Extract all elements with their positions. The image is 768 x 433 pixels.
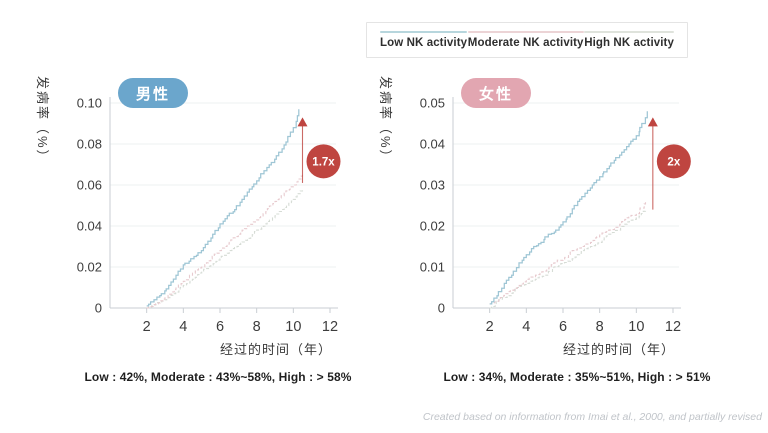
source-attribution: Created based on information from Imai e…	[422, 411, 762, 423]
female-threshold-caption: Low : 34%, Moderate : 35%~51%, High : > …	[443, 370, 711, 384]
svg-text:0.02: 0.02	[420, 219, 445, 234]
svg-text:0.10: 0.10	[77, 96, 102, 111]
female-chart-canvas: 0.05 0.04 0.03 0.02 0.01 0 2 4 6 8 10 12 2x	[420, 96, 691, 335]
svg-text:0.04: 0.04	[77, 219, 102, 234]
female-badge: 女性	[461, 78, 531, 108]
svg-text:0.06: 0.06	[77, 178, 102, 193]
legend-box: Low NK activity Moderate NK activity Hig…	[366, 22, 688, 58]
low-line-swatch-icon	[380, 31, 468, 33]
svg-text:0.04: 0.04	[420, 137, 445, 152]
male-chart-canvas: 0.10 0.08 0.06 0.04 0.02 0 2 4 6 8 10 12 1.7x	[77, 96, 341, 335]
svg-text:4: 4	[522, 319, 530, 335]
high-line-swatch-icon	[584, 31, 674, 33]
male-badge: 男性	[118, 78, 188, 108]
svg-text:6: 6	[216, 319, 224, 335]
svg-text:10: 10	[628, 319, 644, 335]
svg-text:0.08: 0.08	[77, 137, 102, 152]
svg-text:12: 12	[665, 319, 681, 335]
svg-text:2: 2	[143, 319, 151, 335]
svg-text:2: 2	[486, 319, 494, 335]
svg-text:0: 0	[438, 301, 445, 316]
legend-item-low: Low NK activity	[380, 31, 468, 49]
svg-text:0: 0	[95, 301, 102, 316]
svg-text:6: 6	[559, 319, 567, 335]
svg-text:0.03: 0.03	[420, 178, 445, 193]
svg-text:8: 8	[253, 319, 261, 335]
svg-text:0.01: 0.01	[420, 260, 445, 275]
male-threshold-caption: Low : 42%, Moderate : 43%~58%, High : > …	[84, 370, 352, 384]
legend-item-moderate: Moderate NK activity	[467, 31, 584, 49]
svg-text:4: 4	[179, 319, 187, 335]
moderate-line-swatch-icon	[467, 31, 584, 33]
svg-text:1.7x: 1.7x	[312, 156, 335, 168]
svg-text:0.02: 0.02	[77, 260, 102, 275]
svg-text:12: 12	[322, 319, 338, 335]
legend-item-high: High NK activity	[584, 31, 674, 49]
svg-text:10: 10	[285, 319, 301, 335]
svg-text:2x: 2x	[667, 156, 680, 168]
legend-label-low: Low NK activity	[380, 37, 468, 49]
legend-label-high: High NK activity	[584, 37, 674, 49]
svg-text:0.05: 0.05	[420, 96, 445, 111]
male-x-axis-title: 经过的时间（年）	[219, 342, 332, 357]
female-x-axis-title: 经过的时间（年）	[562, 342, 675, 357]
legend-label-moderate: Moderate NK activity	[467, 37, 584, 49]
svg-text:8: 8	[596, 319, 604, 335]
